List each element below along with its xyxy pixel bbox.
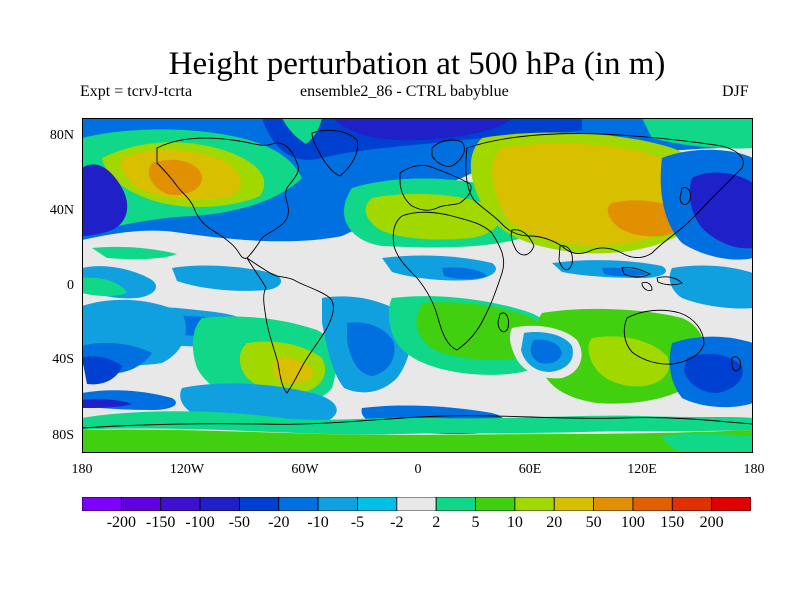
figure-title: Height perturbation at 500 hPa (in m): [168, 46, 666, 82]
colorbar-swatch: [120, 497, 162, 511]
height-perturbation-map: [82, 118, 753, 453]
lon-label-60w: 60W: [291, 462, 319, 477]
colorbar-label: 50: [585, 514, 602, 531]
ensemble-label: ensemble2_86 - CTRL babyblue: [300, 83, 509, 100]
colorbar-label: -100: [185, 514, 215, 531]
lon-label-120e: 120E: [627, 462, 657, 477]
colorbar-label: 200: [699, 514, 724, 531]
colorbar-swatch: [553, 497, 594, 511]
lat-label-80n: 80N: [49, 128, 74, 143]
lon-label-180e: 180: [743, 462, 765, 477]
colorbar-label: 150: [660, 514, 685, 531]
colorbar-swatch: [82, 497, 122, 511]
colorbar-label: -50: [228, 514, 251, 531]
coastlines: [82, 129, 753, 429]
lon-label-60e: 60E: [518, 462, 542, 477]
colorbar-swatch: [632, 497, 673, 511]
experiment-label: Expt = tcrvJ-tcrta: [80, 83, 193, 100]
colorbar-swatch: [357, 497, 398, 511]
lat-label-40n: 40N: [49, 203, 74, 218]
colorbar-label: 100: [620, 514, 645, 531]
colorbar-swatch: [396, 497, 437, 511]
colorbar-swatch: [711, 497, 751, 511]
colorbar-label: -150: [146, 514, 176, 531]
colorbar-label: -200: [106, 514, 137, 531]
lon-label-120w: 120W: [169, 462, 205, 477]
colorbar-swatch: [593, 497, 634, 511]
contour-northern: [82, 118, 753, 260]
colorbar-label: 5: [471, 514, 480, 531]
map-frame: [82, 118, 753, 453]
colorbar-label: -10: [307, 514, 329, 531]
colorbar-label: -2: [390, 514, 404, 531]
lat-label-80s: 80S: [52, 428, 74, 443]
colorbar-label: 2: [432, 514, 441, 531]
lon-label-0: 0: [414, 462, 422, 477]
colorbar-swatch: [239, 497, 280, 511]
lon-label-180w: 180: [71, 462, 93, 477]
colorbar-swatch: [317, 497, 358, 511]
colorbar-label: -20: [268, 514, 290, 531]
colorbar-swatch: [671, 497, 713, 511]
colorbar-swatch: [199, 497, 240, 511]
lat-label-40s: 40S: [52, 352, 74, 367]
colorbar: [82, 497, 751, 511]
colorbar-label: 10: [506, 514, 523, 531]
lat-label-0: 0: [67, 278, 74, 293]
colorbar-swatch: [514, 497, 555, 511]
colorbar-label: -5: [350, 514, 365, 531]
colorbar-swatch: [160, 497, 201, 511]
colorbar-swatch: [475, 497, 516, 511]
colorbar-swatch: [278, 497, 319, 511]
colorbar-swatch: [435, 497, 476, 511]
season-label: DJF: [722, 83, 749, 100]
colorbar-label: 20: [546, 514, 563, 531]
contour-southern: [82, 296, 753, 453]
